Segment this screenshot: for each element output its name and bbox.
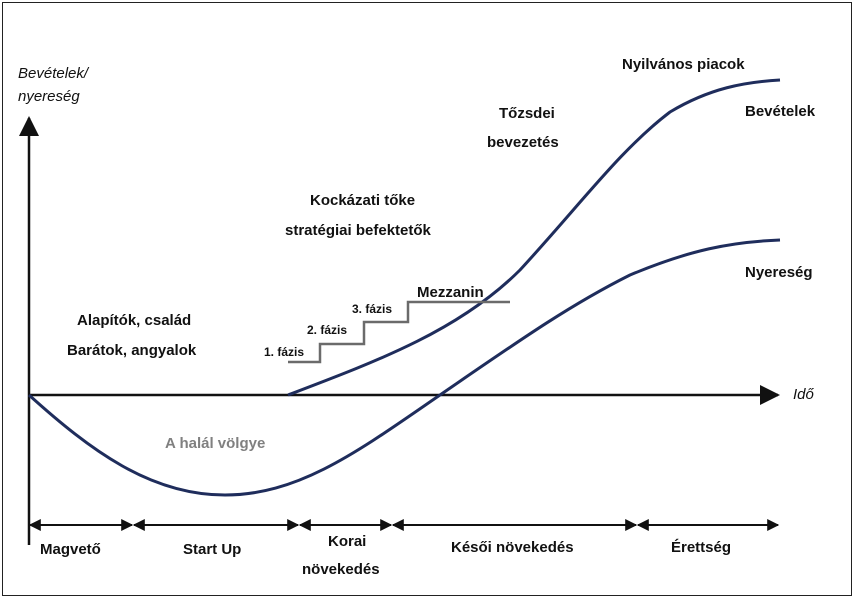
y-axis-label-line2: nyereség	[18, 88, 80, 105]
mezzanine-label: Mezzanin	[417, 284, 484, 301]
profit-label: Nyereség	[745, 264, 813, 281]
stage-early-label-line1: Korai	[328, 533, 366, 550]
y-axis-label-line1: Bevételek/	[18, 65, 90, 82]
ipo-label-line2: bevezetés	[487, 134, 559, 151]
ipo-label-line1: Tőzsdei	[499, 105, 555, 122]
revenue-curve	[287, 78, 781, 397]
phase1-label: 1. fázis	[264, 345, 304, 359]
founders-label-line2: Barátok, angyalok	[67, 342, 197, 359]
phase3-label: 3. fázis	[352, 302, 392, 316]
founders-label-line1: Alapítók, család	[77, 312, 191, 329]
phase2-label: 2. fázis	[307, 323, 347, 337]
vc-label-line1: Kockázati tőke	[310, 192, 415, 209]
stage-late-label: Késői növekedés	[451, 539, 574, 556]
profit-curve	[27, 238, 781, 497]
x-axis-label: Idő	[793, 386, 815, 403]
valley-of-death-label: A halál völgye	[165, 435, 265, 452]
public-markets-label: Nyilvános piacok	[622, 56, 745, 73]
stage-seed-label: Magvető	[40, 541, 101, 558]
stage-early-label-line2: növekedés	[302, 561, 380, 578]
vc-label-line2: stratégiai befektetők	[285, 222, 432, 239]
stage-startup-label: Start Up	[183, 541, 241, 558]
revenue-label: Bevételek	[745, 103, 816, 120]
stage-maturity-label: Érettség	[671, 539, 731, 556]
funding-steps	[288, 300, 510, 364]
